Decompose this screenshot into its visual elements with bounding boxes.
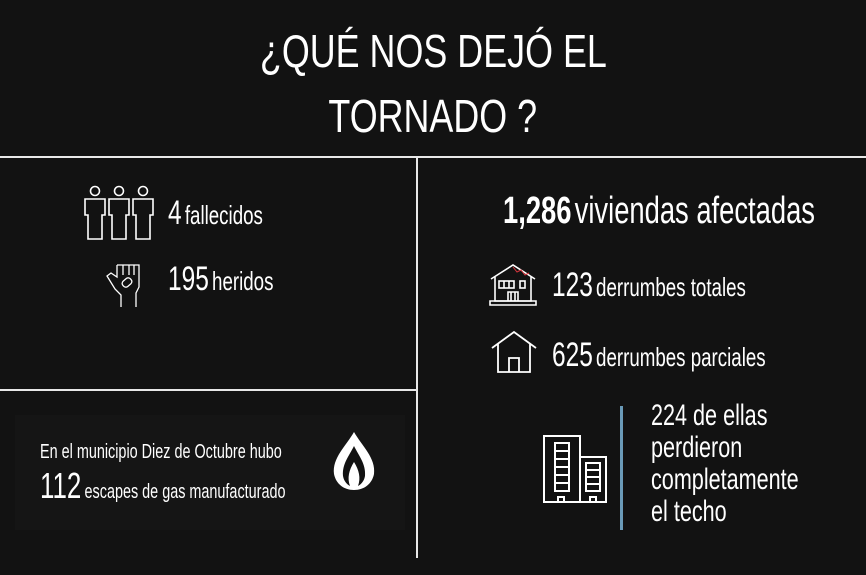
partial-collapse-value: 625 xyxy=(552,336,593,374)
injured-label: heridos xyxy=(212,266,274,296)
roofs-line-4: el techo xyxy=(651,495,727,528)
gas-stat: 112 escapes de gas manufacturado xyxy=(40,468,285,504)
roofs-line-2: perdieron xyxy=(651,431,743,464)
people-icon xyxy=(84,185,154,240)
title-line-1: ¿QUÉ NOS DEJÓ EL xyxy=(259,25,607,77)
full-collapse-label: derrumbes totales xyxy=(596,272,746,302)
buildings-icon xyxy=(543,435,607,503)
roofs-line-1: 224 de ellas xyxy=(651,399,768,432)
house-icon xyxy=(491,330,537,373)
full-collapse-stat: 123 derrumbes totales xyxy=(552,268,746,302)
gas-label: escapes de gas manufacturado xyxy=(84,481,286,503)
full-collapse-value: 123 xyxy=(552,266,593,304)
divider-top xyxy=(0,156,866,158)
housing-total-value: 1,286 xyxy=(503,190,572,232)
divider-left xyxy=(0,389,417,391)
accent-line xyxy=(620,406,623,530)
deaths-stat: 4 fallecidos xyxy=(168,196,263,230)
roofs-line-3: completamente xyxy=(651,463,799,496)
injured-stat: 195 heridos xyxy=(168,262,273,296)
partial-collapse-stat: 625 derrumbes parciales xyxy=(552,338,766,372)
housing-total-label: viviendas afectadas xyxy=(574,190,815,232)
gas-intro: En el municipio Diez de Octubre hubo xyxy=(40,441,282,463)
flame-icon xyxy=(333,432,375,490)
deaths-value: 4 xyxy=(168,194,182,232)
divider-vertical xyxy=(416,157,418,558)
injured-value: 195 xyxy=(168,260,209,298)
partial-collapse-label: derrumbes parciales xyxy=(596,342,766,372)
gas-value: 112 xyxy=(40,465,82,506)
housing-total: 1,286 viviendas afectadas xyxy=(503,192,815,230)
injured-hand-icon xyxy=(106,264,140,307)
deaths-label: fallecidos xyxy=(184,200,263,230)
damaged-house-icon xyxy=(489,264,537,306)
title-line-2: TORNADO ? xyxy=(328,90,538,142)
